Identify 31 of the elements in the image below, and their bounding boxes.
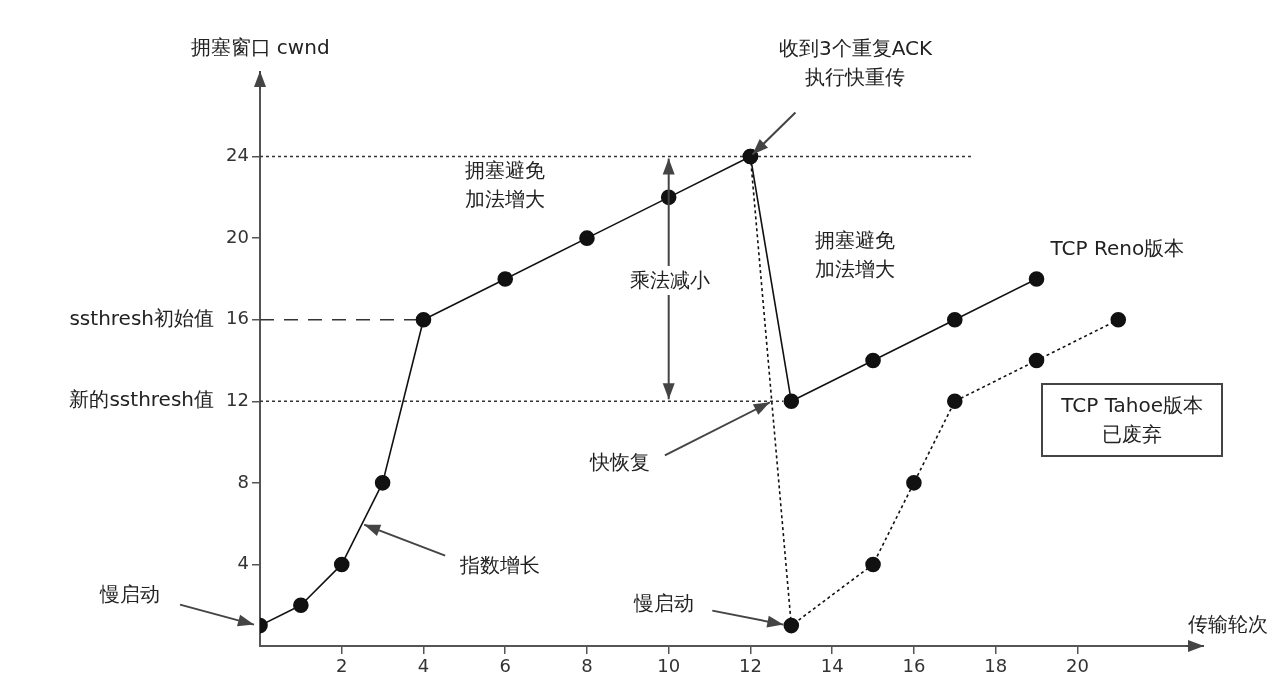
y-tick-label: 8 — [237, 470, 249, 492]
annotation: 已废弃 — [1101, 420, 1164, 448]
x-tick-label: 20 — [1065, 655, 1089, 677]
y-tick-label: 4 — [237, 552, 249, 574]
annotation: 收到3个重复ACK 执行快重传 — [778, 34, 933, 91]
x-tick-label: 8 — [581, 655, 593, 677]
x-tick-label: 6 — [499, 655, 511, 677]
annotation: 乘法减小 — [630, 265, 710, 295]
x-tick-label: 16 — [902, 655, 926, 677]
annotation: 慢启动 — [634, 590, 695, 618]
x-tick-label: 2 — [336, 655, 348, 677]
y-tick-label: 16 — [226, 307, 249, 329]
x-tick-label: 18 — [984, 655, 1008, 677]
annotation: 拥塞避免加法增大 — [464, 157, 546, 213]
x-tick-label: 10 — [657, 655, 681, 677]
x-tick-label: 4 — [417, 655, 430, 677]
x-tick-label: 14 — [820, 655, 844, 677]
x-tick-label: 12 — [738, 655, 762, 677]
ref-line-label: ssthresh初始值 — [69, 305, 214, 330]
x-axis-title: 传输轮次 — [1188, 610, 1268, 638]
ref-line-label: 新的ssthresh值 — [69, 387, 214, 412]
y-tick-label: 24 — [226, 144, 249, 166]
y-tick-label: 20 — [226, 225, 249, 247]
y-tick-label: 12 — [226, 388, 249, 410]
series-label: TCP Tahoe版本 — [1061, 391, 1204, 419]
y-axis-title: 拥塞窗口 cwnd — [190, 33, 330, 61]
annotation: 快恢复 — [589, 448, 650, 476]
annotation: 拥塞避免加法增大 — [814, 227, 896, 283]
annotation: 慢启动 — [100, 581, 160, 609]
annotation: 指数增长 — [460, 552, 541, 580]
series-label: TCP Reno版本 — [1050, 235, 1185, 263]
